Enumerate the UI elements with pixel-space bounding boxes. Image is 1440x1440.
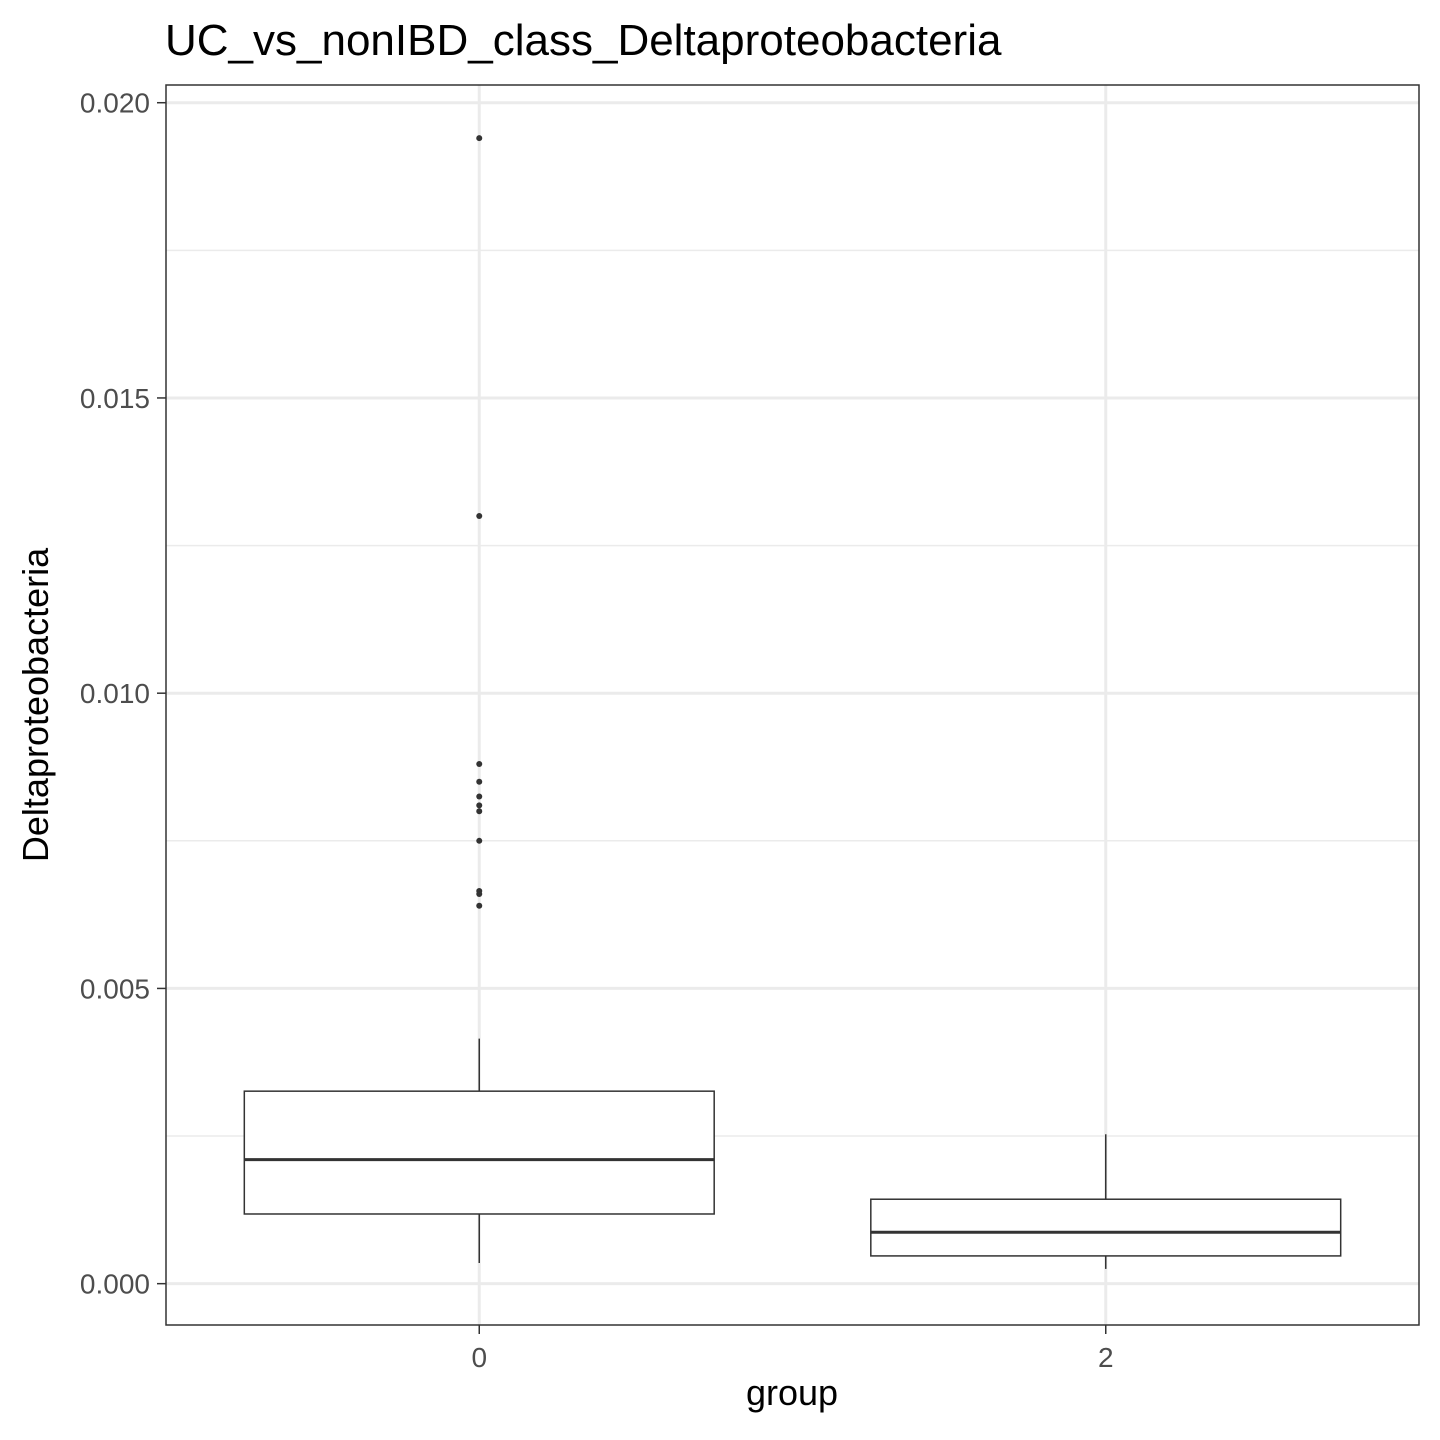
box-group-0 — [243, 135, 715, 1263]
y-tick-label: 0.020 — [80, 88, 150, 119]
plot-panel — [165, 84, 1420, 1326]
chart-title: UC_vs_nonIBD_class_Deltaproteobacteria — [165, 16, 1002, 65]
y-tick-label: 0.000 — [80, 1269, 150, 1300]
x-tick-label: 2 — [1098, 1342, 1114, 1373]
box-group-2 — [870, 1134, 1342, 1269]
box-iqr — [870, 1198, 1342, 1257]
outlier-point — [476, 793, 483, 800]
x-axis-title: group — [746, 1372, 838, 1413]
box-iqr — [243, 1090, 715, 1215]
outlier-point — [476, 802, 483, 809]
y-tick-label: 0.015 — [80, 383, 150, 414]
outlier-point — [476, 778, 483, 785]
outlier-point — [476, 761, 483, 768]
x-tick-label: 0 — [471, 1342, 487, 1373]
outlier-point — [476, 808, 483, 815]
outlier-point — [476, 902, 483, 909]
outlier-point — [476, 837, 483, 844]
panel-border — [165, 84, 1420, 1326]
outlier-point — [476, 513, 483, 520]
y-tick-label: 0.005 — [80, 973, 150, 1004]
outlier-point — [476, 135, 483, 142]
outlier-point — [476, 890, 483, 897]
y-axis-title: Deltaproteobacteria — [15, 547, 56, 862]
y-tick-label: 0.010 — [80, 678, 150, 709]
